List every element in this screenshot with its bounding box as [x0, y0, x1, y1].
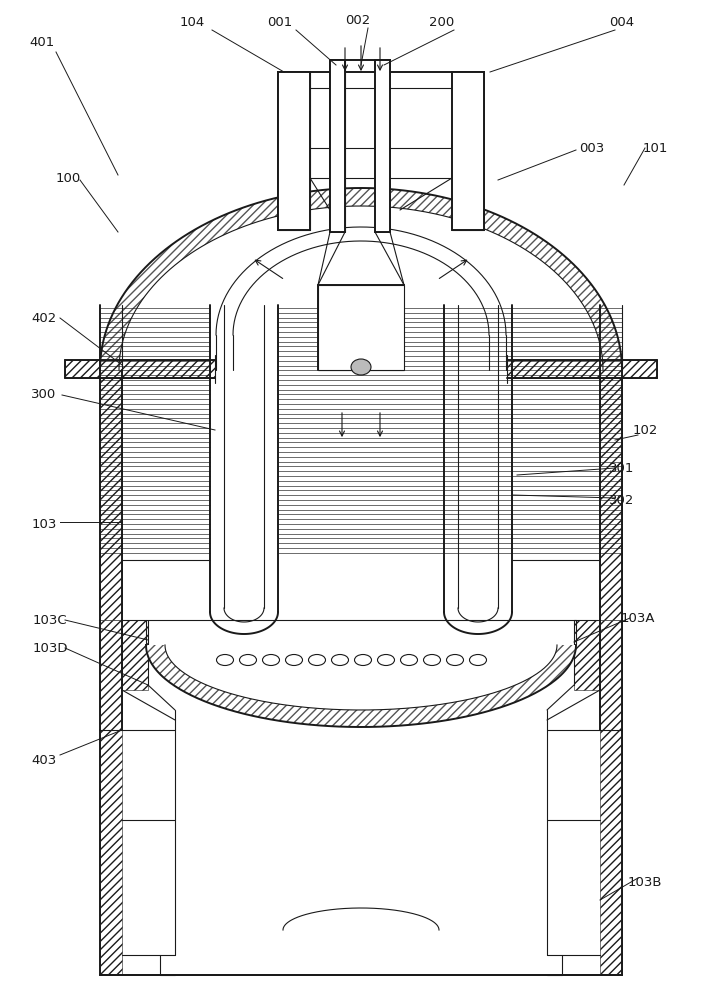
Ellipse shape	[351, 359, 371, 375]
Text: 100: 100	[56, 172, 81, 184]
Ellipse shape	[355, 654, 372, 666]
Text: 104: 104	[179, 15, 204, 28]
Ellipse shape	[331, 654, 349, 666]
Text: 003: 003	[579, 141, 604, 154]
Bar	[330, 60, 345, 232]
Bar	[278, 72, 310, 230]
Text: 102: 102	[632, 424, 658, 436]
Text: 002: 002	[345, 13, 370, 26]
Text: 103A: 103A	[621, 611, 656, 624]
Ellipse shape	[285, 654, 303, 666]
Bar	[330, 60, 345, 232]
Bar	[600, 370, 622, 620]
Bar	[452, 72, 484, 230]
Text: 004: 004	[609, 15, 635, 28]
Ellipse shape	[469, 654, 487, 666]
Bar	[278, 72, 310, 230]
Bar	[507, 360, 657, 378]
Ellipse shape	[263, 654, 279, 666]
Text: 200: 200	[430, 15, 455, 28]
Ellipse shape	[308, 654, 326, 666]
Bar	[100, 370, 122, 620]
Ellipse shape	[240, 654, 256, 666]
Bar	[600, 730, 622, 975]
Bar	[100, 730, 122, 975]
Polygon shape	[100, 188, 622, 370]
Bar	[318, 285, 404, 370]
Text: 301: 301	[609, 462, 635, 475]
Ellipse shape	[217, 654, 233, 666]
Text: 103C: 103C	[32, 613, 67, 626]
Bar	[65, 360, 215, 378]
Bar	[318, 285, 404, 370]
Text: 001: 001	[267, 15, 292, 28]
Text: 103: 103	[31, 518, 57, 532]
Text: 103D: 103D	[32, 642, 68, 654]
Text: 300: 300	[31, 388, 56, 401]
Bar	[574, 620, 600, 690]
Text: 401: 401	[30, 35, 55, 48]
Ellipse shape	[401, 654, 417, 666]
Text: 101: 101	[643, 141, 668, 154]
Ellipse shape	[424, 654, 440, 666]
Polygon shape	[146, 645, 576, 727]
Ellipse shape	[446, 654, 464, 666]
Bar	[375, 60, 390, 232]
Bar	[600, 620, 622, 730]
Text: 302: 302	[609, 493, 635, 506]
Bar	[375, 60, 390, 232]
Text: 403: 403	[31, 754, 56, 766]
Bar	[122, 620, 148, 690]
Text: 103B: 103B	[627, 876, 662, 888]
Bar	[100, 620, 122, 730]
Text: 402: 402	[31, 312, 56, 324]
Ellipse shape	[378, 654, 394, 666]
Bar	[452, 72, 484, 230]
